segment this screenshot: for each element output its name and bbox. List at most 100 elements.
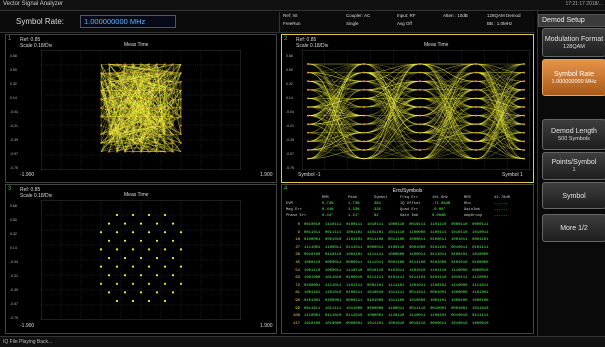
err-cell: Phase Err bbox=[286, 214, 307, 218]
symbol-bits: 0010010 1110111 0100111 1010111 1000110 … bbox=[304, 223, 489, 227]
symbol-bits: 0101001 0100001 0000111 0101000 1011100 … bbox=[304, 299, 489, 303]
y-tick-label: 0.50 bbox=[10, 218, 17, 222]
panel-3-constellation-points[interactable]: 3 Ref: 0.85 Scale 0.18/Div Meas Time 0.6… bbox=[5, 184, 277, 334]
symbol-bits: 1001110 1000011 1110110 0010110 0101011 … bbox=[304, 268, 489, 273]
panel-2-eye-diagram[interactable]: 2 Ref: 0.85 Scale 0.18/Div Meas Time 0.6… bbox=[281, 34, 534, 183]
panel-ref-block: Ref: 0.85 Scale 0.18/Div bbox=[20, 37, 52, 49]
y-tick-label: -0.75 bbox=[10, 316, 18, 320]
softkey-label: Demod Length bbox=[551, 127, 597, 135]
err-cell: -71.88dB bbox=[432, 202, 451, 206]
panel-scale: Scale 0.18/Div bbox=[20, 193, 53, 199]
symbol-bits: 1010100 1010000 0000001 1011101 1001010 … bbox=[304, 321, 489, 326]
y-tick-label: -0.57 bbox=[10, 302, 18, 306]
softkey-value: 1 bbox=[572, 167, 576, 173]
panel-number: 3 bbox=[8, 186, 12, 192]
panel-ref: Ref: 0.85 bbox=[296, 37, 317, 43]
y-tick-label: -0.75 bbox=[10, 166, 18, 170]
attenuation: Atten : 10dB bbox=[443, 13, 468, 18]
symbol-row: 54 1001110 1000011 1110110 0010110 010101… bbox=[288, 269, 488, 273]
symbol-row: 108 1110001 0111010 0111010 1000001 11101… bbox=[288, 314, 488, 318]
eye-symbol-markers bbox=[307, 63, 525, 160]
symbol-bits: 1001101 1101010 0100111 1010010 1011111 … bbox=[304, 291, 489, 296]
symbol-index: 45 bbox=[295, 261, 300, 265]
err-cell: Gain Imb bbox=[400, 214, 419, 218]
symbol-bits: 1000110 0000011 0000011 1111011 0001100 … bbox=[304, 261, 489, 265]
err-cell: 82 bbox=[374, 214, 379, 218]
y-tick-label: 0.32 bbox=[10, 232, 17, 236]
err-cell: ------ bbox=[494, 208, 508, 212]
symbol-row: 99 0011011 1011111 1011000 0000000 110001… bbox=[288, 307, 488, 311]
err-cell: ------ bbox=[494, 214, 508, 218]
y-tick-label: -0.04 bbox=[10, 260, 18, 264]
softkey-points-symbol[interactable]: Points/Symbol 1 bbox=[542, 152, 605, 180]
status-text: IQ File Playing Back... bbox=[3, 339, 53, 345]
coupler: Coupler: AC bbox=[346, 13, 371, 18]
y-tick-label: 0.50 bbox=[10, 68, 17, 72]
symbol-bits: 1110001 0111010 0111010 1000001 1110110 … bbox=[304, 314, 489, 319]
panel-1-constellation[interactable]: 1 Ref: 0.85 Scale 0.18/Div Meas Time 0.6… bbox=[5, 34, 277, 183]
symbol-bits: 1111001 1100011 0111011 0000011 0100110 … bbox=[304, 245, 489, 250]
panel-scale: Scale 0.18/Div bbox=[20, 43, 53, 49]
softkey-label: Points/Symbol bbox=[551, 159, 597, 166]
constellation-points-plot bbox=[41, 200, 241, 320]
symbol-bits: 0011011 0011111 1001101 1101101 1011110 … bbox=[304, 230, 489, 235]
err-header: 101.6Hz bbox=[432, 196, 448, 200]
err-cell: 1.21° bbox=[348, 214, 360, 218]
panel-number: 2 bbox=[284, 36, 288, 42]
softkey-menu: Demod Setup Modulation Format 128QAM Symbo… bbox=[537, 11, 605, 336]
symbol-row: 90 0101001 0100001 0000111 0101000 101110… bbox=[288, 299, 488, 303]
symbol-bits: 0100001 1111011 1101111 0001101 1111101 … bbox=[304, 283, 489, 288]
err-cell: AmpDroop bbox=[464, 214, 483, 218]
err-cell: Quad Err bbox=[400, 208, 419, 212]
panel-title: Meas Time bbox=[124, 192, 149, 198]
err-cell: 0.44° bbox=[322, 214, 334, 218]
x-max-label: 1.900 bbox=[260, 172, 273, 178]
y-tick-label: -0.21 bbox=[10, 274, 18, 278]
panel-ref: Ref: 0.85 bbox=[20, 37, 41, 43]
symbol-bits: 0011011 1011111 1011000 0000000 1100011 … bbox=[304, 306, 489, 311]
panel-scale: Scale 0.18/Div bbox=[296, 43, 329, 49]
softkey-symbol[interactable]: Symbol bbox=[542, 182, 605, 209]
symbol-index: 63 bbox=[295, 276, 300, 281]
constellation-points bbox=[99, 213, 183, 303]
average-mode: Avg Off bbox=[397, 21, 412, 26]
trigger-mode: FreeRun bbox=[283, 21, 301, 26]
err-cell: 384 bbox=[374, 202, 381, 206]
symbol-markers bbox=[100, 63, 182, 153]
x-min-label: -1.900 bbox=[20, 172, 35, 178]
symbol-row: 45 1000110 0000011 0000011 1111011 000110… bbox=[288, 261, 488, 265]
softkey-symbol-rate[interactable]: Symbol Rate 1.000000000 MHz bbox=[542, 59, 605, 96]
y-tick-label: -0.04 bbox=[10, 110, 18, 114]
y-tick-label: -0.57 bbox=[10, 152, 18, 156]
symbol-rate-input[interactable] bbox=[80, 15, 176, 28]
symbol-row: 18 0100001 0001010 1101101 0011100 001110… bbox=[288, 238, 488, 242]
y-tick-label: 0.14 bbox=[286, 96, 293, 100]
y-tick-label: 0.32 bbox=[10, 82, 17, 86]
softkey-more-1-2[interactable]: More 1/2 bbox=[542, 214, 605, 242]
panel-4-errors-symbols[interactable]: 4 Errs/Symbols RMS Peak Symbol Freq Err 101.… bbox=[281, 184, 534, 334]
plot-grid bbox=[41, 200, 241, 320]
y-tick-label: -0.21 bbox=[286, 124, 294, 128]
y-tick-label: 0.14 bbox=[10, 246, 17, 250]
symbol-index: 18 bbox=[295, 238, 300, 243]
y-tick-label: -0.75 bbox=[286, 166, 294, 170]
menu-title: Demod Setup bbox=[538, 14, 605, 27]
symbol-rate-label: Symbol Rate: bbox=[16, 17, 65, 26]
panel-ref: Ref: 0.85 bbox=[20, 187, 41, 193]
softkey-demod-length[interactable]: Demod Length 500 Symbols bbox=[542, 119, 605, 150]
err-header: MER bbox=[464, 196, 471, 200]
measurement-info: Ref: Int FreeRun Coupler: AC Single Inpu… bbox=[279, 12, 535, 32]
softkey-modulation-format[interactable]: Modulation Format 128QAM bbox=[542, 28, 605, 57]
panel-title: Meas Time bbox=[124, 42, 149, 48]
err-cell: 326 bbox=[374, 208, 381, 212]
eye-trace bbox=[307, 63, 525, 159]
symbol-bits: 0010100 0110110 1001101 1111111 1000000 … bbox=[304, 253, 489, 258]
softkey-label: Symbol Rate bbox=[553, 70, 595, 78]
symbol-row: 36 0010100 0110110 1001101 1111111 100000… bbox=[288, 253, 488, 257]
err-cell: ------ bbox=[494, 202, 508, 206]
symbol-index: 99 bbox=[295, 306, 300, 311]
panel-ref-block: Ref: 0.85 Scale 0.18/Div bbox=[296, 37, 328, 49]
err-header: 42.78dB bbox=[494, 196, 510, 200]
panel-number: 4 bbox=[284, 186, 288, 192]
y-tick-label: 0.50 bbox=[286, 68, 293, 72]
